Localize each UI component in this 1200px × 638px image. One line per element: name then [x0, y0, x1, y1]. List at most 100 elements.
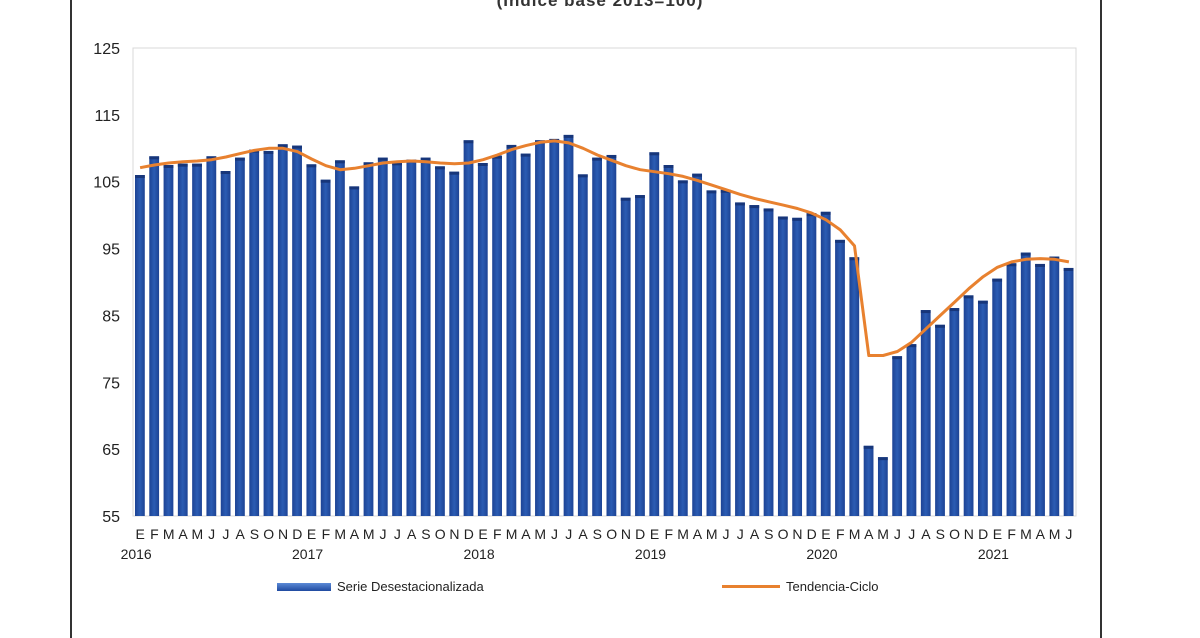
bar-cap [835, 239, 845, 243]
x-month-label: F [150, 526, 159, 542]
bar-cap [892, 356, 903, 360]
bar-cap [763, 208, 774, 212]
x-month-label: N [621, 526, 631, 542]
bar [149, 156, 160, 516]
bar [620, 197, 631, 516]
bar-cap [663, 165, 674, 168]
bar [506, 144, 517, 516]
bar [963, 295, 974, 516]
bar [449, 171, 460, 516]
x-month-label: M [849, 526, 861, 542]
x-month-label: A [235, 526, 245, 542]
bar [663, 165, 674, 516]
legend-item-line: Tendencia-Ciclo [722, 579, 879, 594]
bar [592, 157, 602, 516]
legend-swatch-line [722, 585, 780, 588]
x-month-label: A [178, 526, 188, 542]
x-month-label: O [435, 526, 446, 542]
bar-cap [592, 157, 602, 161]
bar [392, 162, 402, 516]
bar-cap [506, 144, 517, 148]
x-month-label: S [421, 526, 430, 542]
bar-cap [749, 205, 760, 209]
bar-cap [963, 295, 974, 299]
bar [935, 324, 945, 516]
bar [492, 155, 502, 516]
x-month-label: F [665, 526, 674, 542]
bar-cap [620, 197, 631, 201]
legend-label: Serie Desestacionalizada [337, 579, 484, 594]
bar-cap [677, 180, 688, 184]
legend-swatch-bar [277, 582, 331, 591]
bar-cap [263, 150, 274, 154]
bar-cap [306, 164, 317, 168]
x-month-label: N [964, 526, 974, 542]
bar-cap [720, 189, 731, 193]
x-month-label: A [521, 526, 531, 542]
x-month-label: J [908, 526, 915, 542]
bar-cap [649, 152, 660, 156]
x-month-label: M [534, 526, 546, 542]
bar [877, 457, 888, 516]
x-month-label: J [894, 526, 901, 542]
plot-area [132, 47, 1077, 517]
bar-cap [149, 156, 160, 160]
bar [277, 144, 288, 516]
bar-cap [735, 202, 745, 206]
bar [835, 239, 845, 516]
y-tick-label: 75 [102, 375, 120, 392]
bar-cap [492, 155, 502, 159]
bar-cap [977, 300, 988, 304]
bar-cap [992, 278, 1003, 282]
x-month-label: E [307, 526, 316, 542]
bar [777, 216, 788, 517]
x-month-label: F [493, 526, 502, 542]
bar [263, 150, 274, 516]
bar [363, 162, 374, 516]
bar-cap [463, 140, 474, 144]
bar-cap [435, 166, 445, 170]
bar-cap [635, 195, 645, 199]
x-month-label: J [551, 526, 558, 542]
bar-cap [949, 308, 960, 312]
bar [649, 152, 660, 516]
bar [163, 165, 174, 516]
x-month-label: J [394, 526, 401, 542]
bar-cap [849, 257, 860, 261]
x-year-label: 2021 [978, 546, 1009, 562]
x-year-label: 2018 [463, 546, 494, 562]
legend-label: Tendencia-Ciclo [786, 579, 879, 594]
bar [949, 308, 960, 516]
x-month-label: D [807, 526, 817, 542]
bar [406, 159, 417, 516]
bar [677, 180, 688, 516]
x-month-label: D [464, 526, 474, 542]
x-year-label: 2019 [635, 546, 666, 562]
bar [335, 160, 345, 516]
bar [635, 195, 645, 517]
bar-cap [477, 162, 488, 166]
x-month-label: N [792, 526, 802, 542]
bar-cap [320, 179, 331, 183]
bar-cap [920, 310, 931, 314]
bar-cap [706, 190, 717, 194]
x-month-label: M [191, 526, 203, 542]
bar-cap [349, 186, 360, 190]
bar-cap [577, 174, 588, 178]
bar-cap [235, 157, 245, 161]
bar [563, 134, 574, 516]
x-month-label: O [949, 526, 960, 542]
x-month-label: E [650, 526, 659, 542]
y-tick-label: 115 [94, 108, 120, 125]
x-month-label: A [864, 526, 874, 542]
x-month-label: A [407, 526, 417, 542]
bar-cap [206, 156, 217, 160]
x-month-label: J [208, 526, 215, 542]
bar [920, 310, 931, 516]
bar-cap [692, 173, 703, 177]
bar [792, 217, 803, 516]
bar-cap [1006, 263, 1017, 267]
bar [306, 164, 317, 516]
bar-cap [863, 445, 874, 449]
bar-cap [877, 457, 888, 461]
